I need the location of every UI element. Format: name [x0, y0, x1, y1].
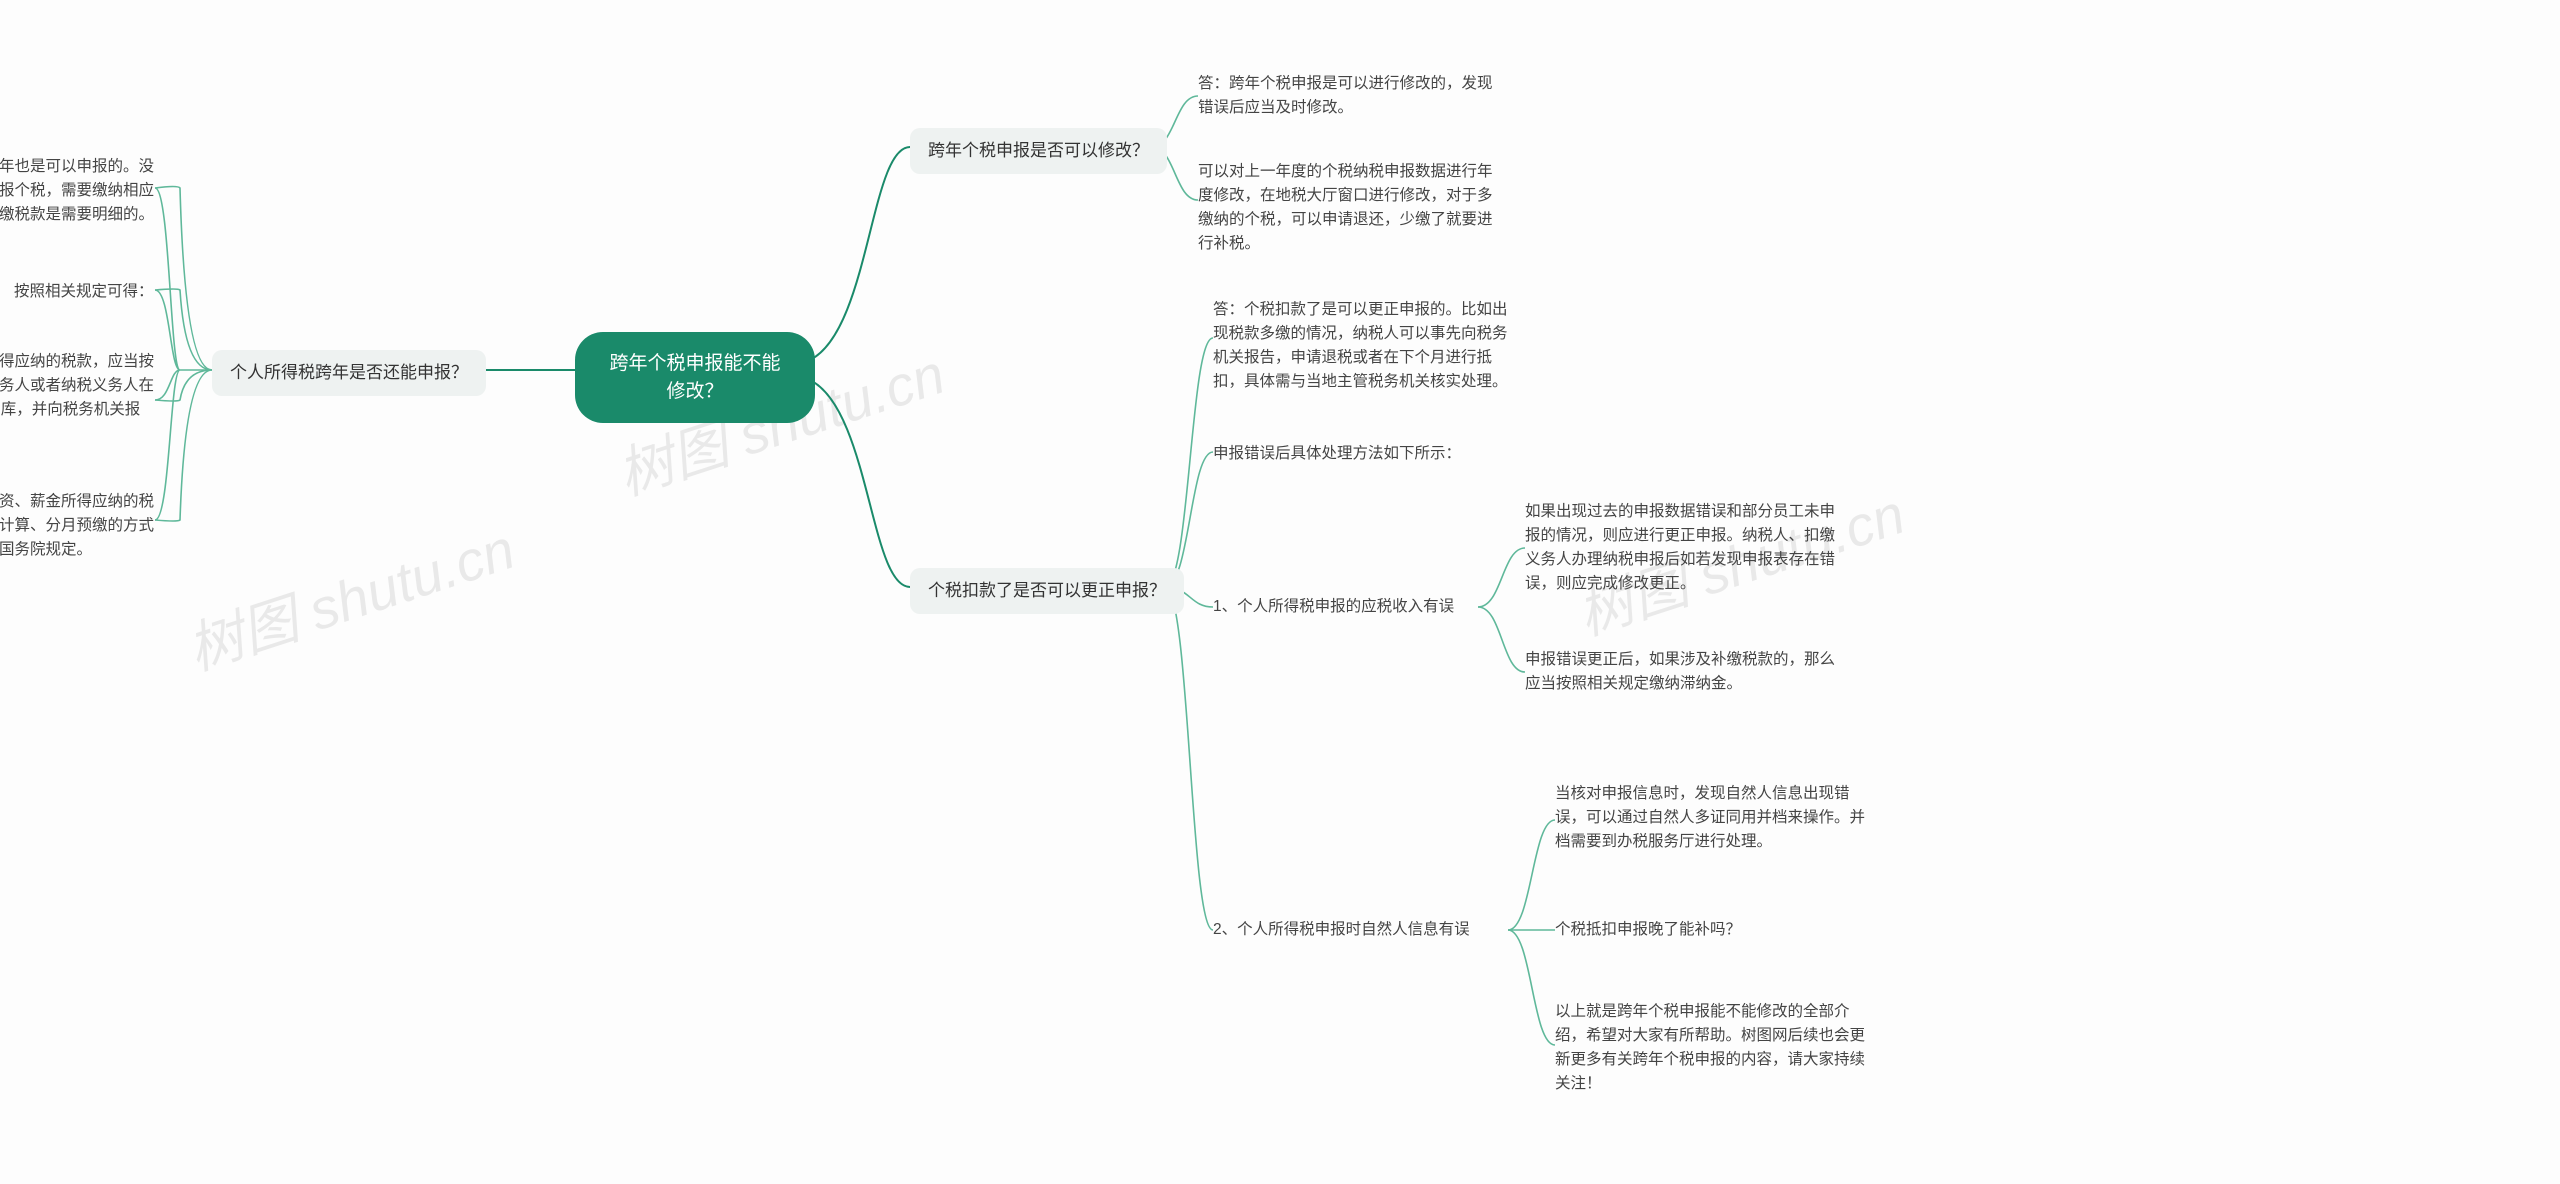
item1-leaf-0: 如果出现过去的申报数据错误和部分员工未申报的情况，则应进行更正申报。纳税人、扣缴…: [1525, 500, 1835, 596]
right-sub2-leaf-1: 申报错误后具体处理方法如下所示：: [1213, 442, 1513, 466]
left-leaf-3: 对于特定行业的工资、薪金所得应纳的税款，可以实行按年计算、分月预缴的方式计征，具…: [0, 490, 155, 562]
right-sub2-item1: 1、个人所得税申报的应税收入有误: [1213, 595, 1478, 619]
right-sub2-leaf-0: 答：个税扣款了是可以更正申报的。比如出现税款多缴的情况，纳税人可以事先向税务机关…: [1213, 298, 1513, 394]
watermark: 树图 shutu.cn: [176, 505, 524, 687]
right-sub1-leaf-1: 可以对上一年度的个税纳税申报数据进行年度修改，在地税大厅窗口进行修改，对于多缴纳…: [1198, 160, 1498, 256]
item2-leaf-2: 以上就是跨年个税申报能不能修改的全部介绍，希望对大家有所帮助。树图网后续也会更新…: [1555, 1000, 1865, 1096]
left-sub-node[interactable]: 个人所得税跨年是否还能申报？: [212, 350, 486, 396]
left-leaf-1: 按照相关规定可得：: [14, 280, 154, 304]
item1-leaf-1: 申报错误更正后，如果涉及补缴税款的，那么应当按照相关规定缴纳滞纳金。: [1525, 648, 1835, 696]
right-sub2-item2: 2、个人所得税申报时自然人信息有误: [1213, 918, 1508, 942]
item2-leaf-0: 当核对申报信息时，发现自然人信息出现错误，可以通过自然人多证同用并档来操作。并档…: [1555, 782, 1865, 854]
right-sub2-node[interactable]: 个税扣款了是否可以更正申报？: [910, 568, 1184, 614]
left-leaf-2: 对于工资、薪金所得应纳的税款，应当按月计征，由扣缴义务人或者纳税义务人在次月15…: [0, 350, 155, 446]
left-leaf-0: 答：个人所得税跨年也是可以申报的。没有在规定时间内申报个税，需要缴纳相应的滞纳金…: [0, 155, 155, 227]
right-sub1-leaf-0: 答：跨年个税申报是可以进行修改的，发现错误后应当及时修改。: [1198, 72, 1498, 120]
right-sub1-node[interactable]: 跨年个税申报是否可以修改？: [910, 128, 1167, 174]
item2-leaf-1: 个税抵扣申报晚了能补吗？: [1555, 918, 1865, 942]
root-node[interactable]: 跨年个税申报能不能修改？: [575, 332, 815, 423]
